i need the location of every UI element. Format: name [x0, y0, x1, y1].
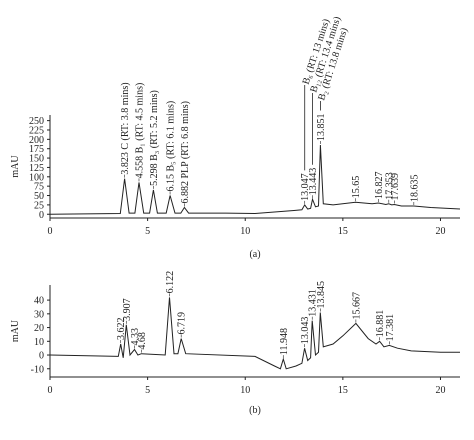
y-tick-label: 125 — [29, 163, 44, 174]
peak-label: 15.65 — [351, 176, 362, 199]
x-tick-label: 10 — [240, 226, 250, 237]
x-tick-label: 20 — [435, 226, 445, 237]
peak-label: 17.353 — [384, 172, 395, 200]
peak-label: 4.33 — [130, 328, 141, 346]
peak-label: 4.68 — [137, 332, 148, 350]
peak-label: 11.948 — [279, 328, 290, 355]
x-tick-label: 0 — [48, 226, 53, 237]
y-tick-label: 150 — [29, 154, 44, 165]
y-tick-label: 0 — [39, 351, 44, 362]
peak-label: 6.719 — [177, 312, 188, 335]
peak-label: 17.381 — [385, 314, 396, 342]
peak-label: 3.622 — [116, 318, 127, 341]
y-tick-label: 25 — [34, 200, 44, 211]
x-tick-label: 20 — [435, 385, 445, 396]
y-tick-label: 10 — [34, 337, 44, 348]
peak-label: 16.827 — [374, 172, 385, 200]
peak-label: 17.639 — [390, 173, 401, 201]
peak-label: 13.851 — [316, 113, 327, 141]
peak-label: 15.667 — [351, 292, 362, 320]
peak-label: 13.043 — [300, 317, 311, 345]
y-tick-label: 225 — [29, 125, 44, 136]
peak-label: 3.823 C (RT: 3.8 mins) — [120, 82, 131, 174]
peak-label: 13.443 — [308, 168, 319, 196]
y-tick-label: 75 — [34, 182, 44, 193]
y-tick-label: 100 — [29, 172, 44, 183]
trace — [49, 144, 461, 215]
peak-label: 16.881 — [375, 310, 386, 338]
x-tick-label: 0 — [48, 385, 53, 396]
y-tick-label: -10 — [31, 364, 44, 375]
y-tick-label: 175 — [29, 144, 44, 155]
caption: (b) — [249, 405, 261, 416]
x-tick-label: 15 — [338, 385, 348, 396]
peak-label: 6.122 — [165, 271, 176, 294]
caption: (a) — [249, 249, 260, 260]
y-tick-label: 250 — [29, 116, 44, 127]
peak-label: 3.907 — [122, 298, 133, 321]
y-tick-label: 30 — [34, 309, 44, 320]
y-tick-label: 50 — [34, 191, 44, 202]
y-tick-label: 20 — [34, 323, 44, 334]
y-axis-label: mAU — [10, 155, 21, 178]
x-tick-label: 5 — [145, 385, 150, 396]
peak-label: 18.635 — [409, 175, 420, 203]
x-tick-label: 5 — [145, 226, 150, 237]
y-tick-label: 40 — [34, 296, 44, 307]
peak-label: 13.845 — [316, 281, 327, 309]
peak-label: 13.431 — [308, 289, 319, 317]
trace — [49, 297, 460, 370]
x-tick-label: 15 — [338, 226, 348, 237]
y-tick-label: 0 — [39, 210, 44, 221]
y-tick-label: 200 — [29, 135, 44, 146]
peak-label: 6.882 PLP (RT: 6.8 mins) — [180, 101, 191, 203]
y-axis-label: mAU — [10, 319, 21, 342]
peak-label: 13.047 — [300, 173, 311, 201]
peak-label: 6.15 B₅ (RT: 6.1 mins) — [166, 101, 177, 192]
peak-label: 4.558 B₁ (RT: 4.5 mins) — [134, 83, 145, 179]
x-tick-label: 10 — [240, 385, 250, 396]
peak-label: 5.298 B₃ (RT: 5.2 mins) — [149, 90, 160, 186]
